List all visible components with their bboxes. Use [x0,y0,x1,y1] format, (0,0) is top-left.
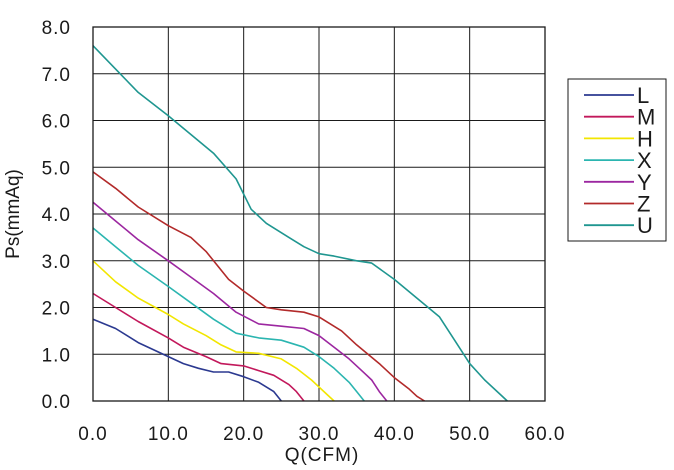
series-line-y [92,201,388,402]
y-tick-labels: 0.0 1.0 2.0 3.0 4.0 5.0 6.0 7.0 8.0 [42,18,71,413]
series-line-z [92,171,425,402]
legend-label: Z [637,192,650,217]
series-line-x [92,227,365,402]
legend-item-m: M [584,105,655,130]
y-tick-label: 4.0 [42,205,71,226]
x-tick-label: 40.0 [374,424,415,445]
y-tick-label: 2.0 [42,299,71,320]
legend-label: X [637,148,652,173]
y-tick-label: 7.0 [42,65,71,86]
x-tick-labels: 0.0 10.0 20.0 30.0 40.0 50.0 60.0 [78,424,566,445]
series-line-l [92,318,282,402]
x-tick-label: 60.0 [525,424,566,445]
legend-label: H [637,126,653,151]
legend-label: U [637,213,653,238]
x-tick-label: 20.0 [223,424,264,445]
legend-item-u: U [584,213,653,238]
x-tick-label: 50.0 [449,424,490,445]
series-line-u [92,45,508,402]
legend-item-l: L [584,83,649,108]
series-line-h [92,260,335,402]
grid [92,26,546,402]
legend-label: Y [637,170,652,195]
y-axis-label: Ps(mmAq) [3,169,24,259]
y-tick-label: 5.0 [42,158,71,179]
legend-item-x: X [584,148,652,173]
series-line-m [92,292,305,402]
y-tick-label: 6.0 [42,112,71,133]
x-tick-label: 10.0 [148,424,189,445]
legend-item-z: Z [584,192,650,217]
y-tick-label: 0.0 [42,392,71,413]
x-tick-label: 0.0 [78,424,107,445]
y-tick-label: 8.0 [42,18,71,39]
y-tick-label: 1.0 [42,345,71,366]
series-lines [92,45,508,402]
x-axis-label: Q(CFM) [285,445,360,466]
legend-item-y: Y [584,170,652,195]
x-tick-label: 30.0 [299,424,340,445]
y-tick-label: 3.0 [42,252,71,273]
legend-label: M [637,105,655,130]
legend-item-h: H [584,126,653,151]
legend-label: L [637,83,649,108]
plot-frame [92,26,546,402]
